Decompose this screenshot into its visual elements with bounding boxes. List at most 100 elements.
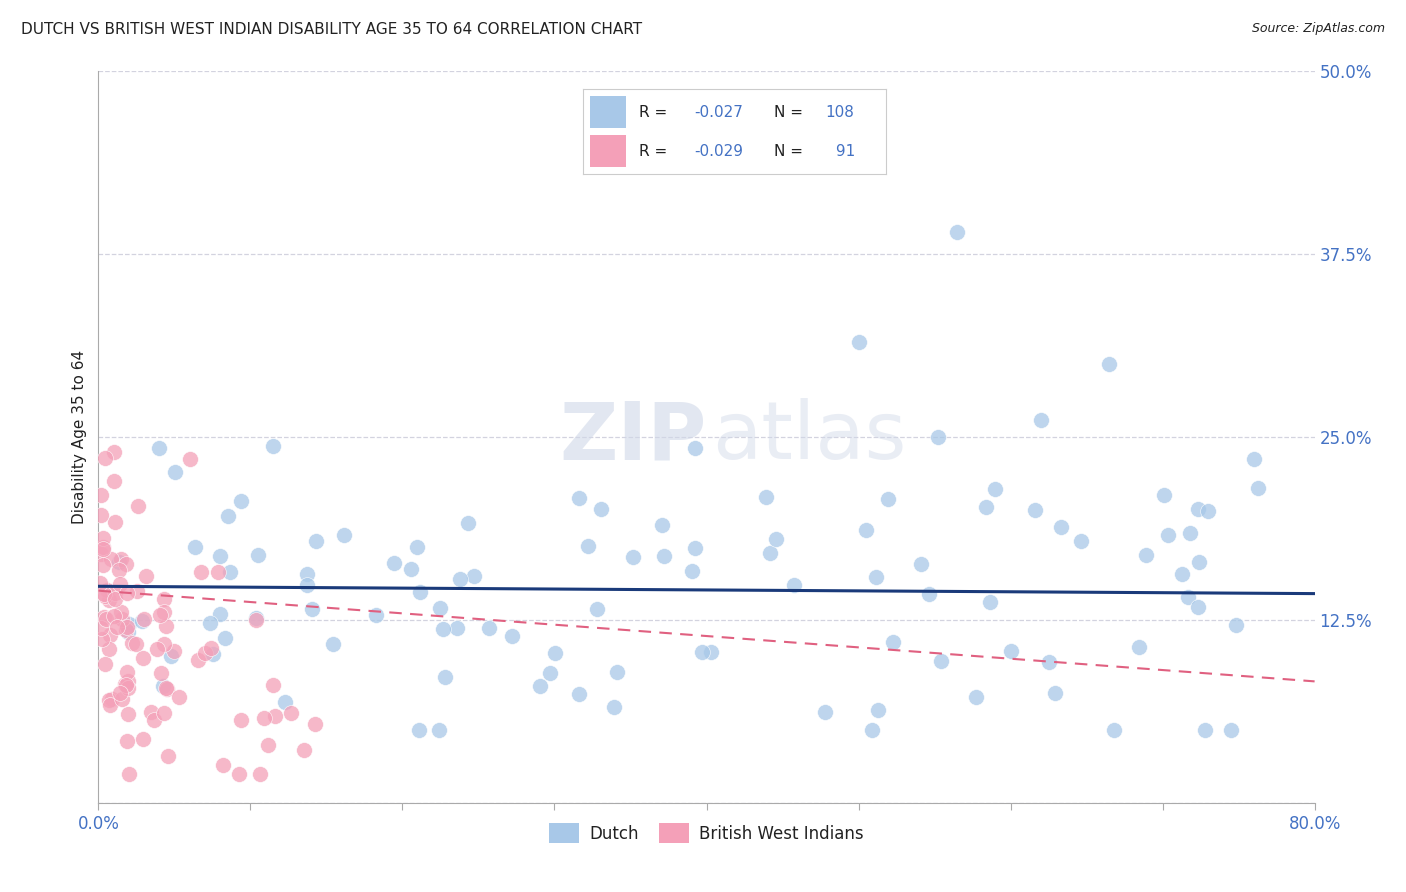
Point xyxy=(105,620,128,634)
Point xyxy=(1024,502,1046,516)
Point xyxy=(457,516,479,531)
Point xyxy=(1178,525,1201,540)
Point xyxy=(169,690,191,704)
Point xyxy=(103,444,125,458)
Point xyxy=(855,523,877,537)
Text: R =: R = xyxy=(640,144,672,159)
Point xyxy=(121,635,143,649)
Point xyxy=(1029,413,1052,427)
Point xyxy=(115,733,138,747)
Point xyxy=(131,614,153,628)
Point xyxy=(103,608,125,623)
Point xyxy=(295,577,318,591)
Point xyxy=(429,601,451,615)
Point xyxy=(152,637,174,651)
Point xyxy=(1038,655,1060,669)
Point xyxy=(153,706,176,720)
Point xyxy=(478,621,501,635)
Point xyxy=(100,552,122,566)
Point xyxy=(91,558,114,573)
Point xyxy=(882,635,904,649)
Point xyxy=(231,713,253,727)
Point xyxy=(848,334,870,349)
Point xyxy=(93,541,115,556)
Point xyxy=(866,703,889,717)
Point xyxy=(755,490,778,504)
Point xyxy=(294,743,316,757)
Y-axis label: Disability Age 35 to 64: Disability Age 35 to 64 xyxy=(72,350,87,524)
Point xyxy=(621,550,644,565)
Point xyxy=(409,585,432,599)
Point xyxy=(1194,723,1216,737)
Point xyxy=(301,602,323,616)
Point xyxy=(877,492,900,507)
Point xyxy=(1128,640,1150,654)
Point xyxy=(93,587,115,601)
Point xyxy=(107,563,129,577)
Point xyxy=(1187,600,1209,615)
Point xyxy=(114,677,136,691)
Text: DUTCH VS BRITISH WEST INDIAN DISABILITY AGE 35 TO 64 CORRELATION CHART: DUTCH VS BRITISH WEST INDIAN DISABILITY … xyxy=(21,22,643,37)
Point xyxy=(127,499,149,513)
Point xyxy=(1188,555,1211,569)
Point xyxy=(94,611,117,625)
Point xyxy=(446,621,468,635)
Point xyxy=(118,766,141,780)
Point xyxy=(104,516,127,530)
Point xyxy=(408,723,430,737)
Point xyxy=(974,500,997,515)
Point xyxy=(665,152,688,166)
Point xyxy=(155,619,177,633)
Point xyxy=(187,653,209,667)
Point xyxy=(1098,357,1121,371)
Point xyxy=(115,619,138,633)
Point xyxy=(501,629,523,643)
Point xyxy=(217,509,239,524)
Point xyxy=(865,570,887,584)
Point xyxy=(245,610,267,624)
Point xyxy=(231,494,253,508)
Point xyxy=(93,589,115,603)
Point xyxy=(262,678,284,692)
Point xyxy=(245,613,267,627)
Point xyxy=(98,641,121,656)
Point xyxy=(273,695,295,709)
Point xyxy=(98,698,121,712)
Point xyxy=(139,706,162,720)
Point xyxy=(406,540,429,554)
Point xyxy=(93,610,115,624)
Point xyxy=(256,738,278,752)
Point xyxy=(297,566,319,581)
Point xyxy=(208,549,231,564)
Point xyxy=(125,636,148,650)
Point xyxy=(1197,504,1219,518)
Point xyxy=(965,690,987,704)
Point xyxy=(538,666,561,681)
Point xyxy=(606,665,628,680)
Point xyxy=(207,565,229,579)
Point xyxy=(578,540,600,554)
Point xyxy=(433,669,456,683)
Point xyxy=(652,549,675,564)
Point xyxy=(108,555,131,569)
Point xyxy=(910,558,932,572)
Point xyxy=(117,665,139,679)
Point xyxy=(700,645,723,659)
Point xyxy=(401,562,423,576)
Point xyxy=(685,541,707,555)
Text: ZIP: ZIP xyxy=(560,398,707,476)
Point xyxy=(1000,644,1022,658)
Point xyxy=(685,442,707,456)
Point xyxy=(463,568,485,582)
Point xyxy=(156,748,179,763)
Point xyxy=(681,564,703,578)
Point xyxy=(90,621,112,635)
Point xyxy=(96,582,118,597)
Point xyxy=(100,628,122,642)
Point xyxy=(589,501,612,516)
Point xyxy=(90,547,112,561)
Point xyxy=(117,674,139,689)
FancyBboxPatch shape xyxy=(589,96,626,128)
Point xyxy=(135,569,157,583)
Point xyxy=(253,711,276,725)
